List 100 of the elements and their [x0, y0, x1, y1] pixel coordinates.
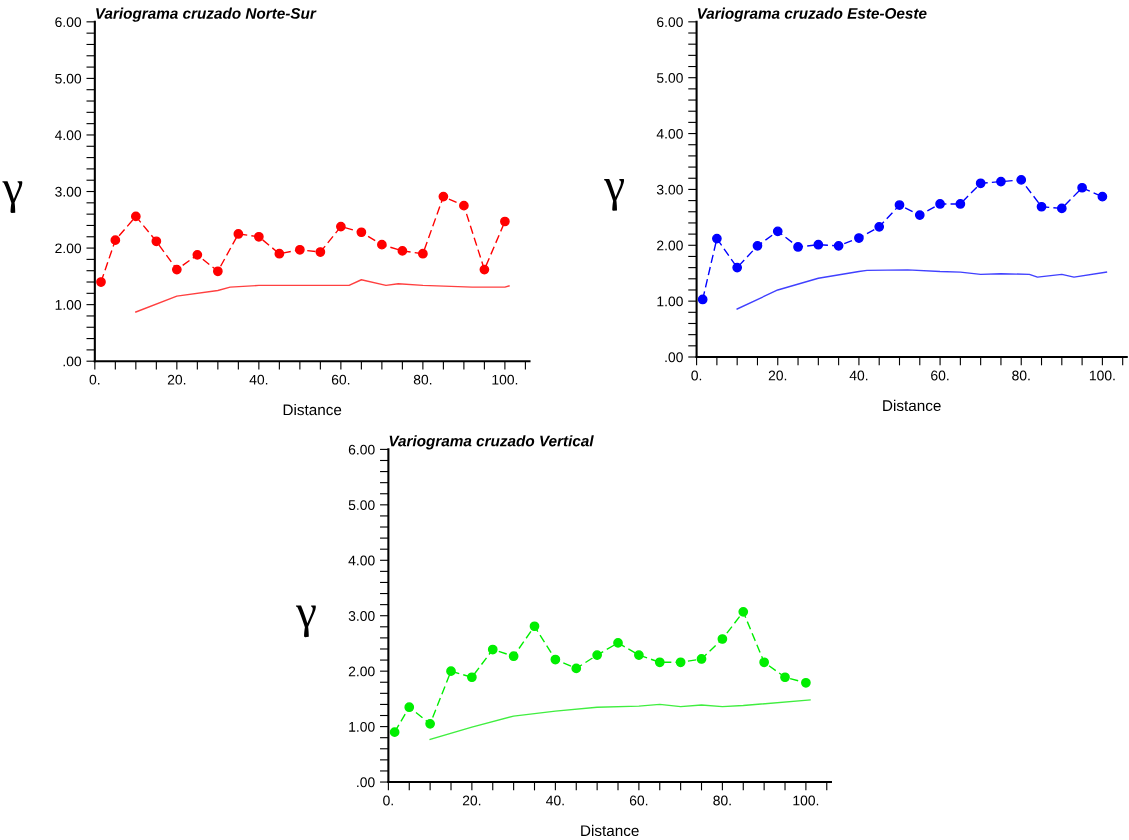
point — [479, 264, 490, 275]
point — [874, 221, 885, 232]
y-tick-label: 1.00 — [349, 721, 375, 732]
point — [295, 244, 305, 255]
y-axis-title: γ — [295, 605, 316, 638]
point — [975, 178, 986, 189]
point — [253, 231, 264, 242]
point — [571, 663, 582, 674]
x-tick-label: 0. — [691, 370, 702, 381]
y-tick-label: 2.00 — [55, 243, 82, 254]
point — [397, 246, 408, 256]
x-axis-title: Distance — [283, 404, 342, 416]
point — [955, 199, 966, 209]
point — [752, 240, 763, 251]
point — [508, 651, 519, 662]
point — [793, 242, 803, 252]
line-series — [736, 269, 1108, 310]
point — [550, 654, 561, 665]
y-tick-label: 6.00 — [55, 17, 82, 28]
chart-title: Variograma cruzado Vertical — [389, 435, 594, 450]
point — [459, 200, 469, 211]
point — [500, 216, 510, 227]
point — [130, 211, 141, 222]
point — [425, 718, 435, 729]
point — [96, 277, 106, 287]
point — [592, 650, 602, 660]
x-tick-label: 0. — [89, 374, 100, 385]
point — [801, 677, 811, 688]
point — [738, 606, 749, 617]
y-tick-label: 2.00 — [657, 240, 683, 251]
y-tick-label: 1.00 — [657, 296, 683, 307]
point — [212, 266, 223, 277]
x-tick-label: 100. — [1089, 370, 1115, 381]
y-tick-label: 4.00 — [54, 130, 82, 141]
x-tick-label: 40. — [546, 795, 564, 806]
x-tick-label: 40. — [849, 370, 868, 381]
y-tick-label: 3.00 — [348, 611, 375, 621]
y-axis-title: γ — [604, 179, 625, 211]
point — [935, 199, 945, 209]
y-tick-label: 5.00 — [55, 73, 82, 84]
point — [529, 621, 540, 632]
x-tick-label: 20. — [462, 795, 481, 806]
x-axis-title: Distance — [581, 824, 639, 837]
point — [404, 702, 415, 713]
x-tick-label: 40. — [249, 374, 268, 385]
point — [487, 644, 498, 655]
y-tick-label: .00 — [63, 356, 82, 367]
point — [813, 239, 824, 250]
x-tick-label: 60. — [331, 374, 350, 385]
x-tick-label: 60. — [931, 370, 949, 381]
point — [894, 200, 905, 210]
point — [315, 247, 326, 257]
point — [634, 650, 644, 660]
point — [1036, 201, 1047, 212]
point — [996, 176, 1006, 187]
point — [717, 634, 728, 644]
point — [697, 294, 708, 305]
point — [336, 221, 346, 232]
chart-title: Variograma cruzado Este-Oeste — [697, 7, 927, 22]
point — [1077, 182, 1087, 193]
point — [759, 657, 770, 668]
point — [675, 657, 686, 668]
chart-title: Variograma cruzado Norte-Sur — [96, 7, 317, 22]
point — [233, 229, 244, 239]
y-tick-label: .00 — [357, 777, 375, 788]
point — [772, 226, 783, 237]
x-axis-title: Distance — [883, 399, 941, 412]
y-tick-label: 4.00 — [656, 128, 683, 139]
point — [1016, 175, 1027, 185]
y-tick-label: 1.00 — [55, 299, 82, 310]
y-tick-label: 2.00 — [348, 666, 375, 677]
y-tick-label: 5.00 — [656, 73, 683, 83]
x-tick-label: 20. — [768, 370, 787, 381]
x-tick-label: 100. — [793, 795, 819, 806]
point — [438, 191, 449, 202]
line-series — [135, 279, 510, 313]
x-tick-label: 80. — [713, 795, 731, 806]
line-series — [429, 699, 811, 741]
point — [377, 239, 387, 250]
point — [467, 672, 477, 683]
point — [274, 248, 285, 259]
y-tick-label: .00 — [665, 352, 683, 363]
x-tick-label: 0. — [383, 795, 393, 806]
point — [732, 262, 743, 273]
point — [192, 250, 203, 260]
point — [151, 236, 162, 247]
x-tick-label: 80. — [413, 374, 432, 385]
y-axis-title: γ — [2, 181, 23, 213]
x-tick-label: 60. — [629, 795, 648, 806]
x-tick-label: 80. — [1012, 370, 1030, 381]
y-tick-label: 6.00 — [348, 444, 375, 455]
point — [712, 233, 722, 244]
point — [780, 672, 790, 683]
point — [1097, 191, 1108, 202]
point — [613, 638, 623, 648]
point — [854, 233, 864, 243]
y-tick-label: 4.00 — [348, 555, 375, 566]
point — [914, 210, 925, 220]
point — [1056, 203, 1067, 214]
point — [446, 666, 456, 677]
